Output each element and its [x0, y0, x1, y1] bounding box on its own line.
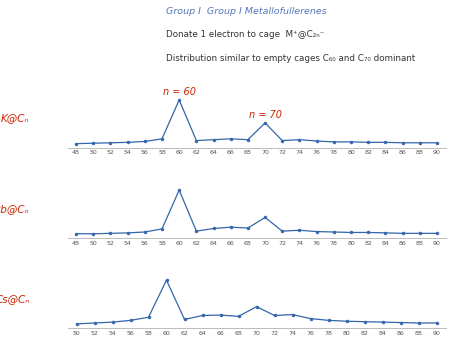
Text: n = 60: n = 60 — [163, 87, 196, 97]
Text: Group I  Group I Metallofullerenes: Group I Group I Metallofullerenes — [166, 7, 327, 16]
Text: Cs@Cₙ: Cs@Cₙ — [0, 294, 30, 304]
Text: n = 70: n = 70 — [248, 110, 282, 120]
Text: Distribution similar to empty cages C₆₀ and C₇₀ dominant: Distribution similar to empty cages C₆₀ … — [166, 54, 416, 63]
Text: Donate 1 electron to cage  M⁺@C₂ₙ⁻: Donate 1 electron to cage M⁺@C₂ₙ⁻ — [166, 30, 325, 40]
Text: Rb@Cₙ: Rb@Cₙ — [0, 203, 30, 214]
Text: K@Cₙ: K@Cₙ — [1, 114, 30, 123]
